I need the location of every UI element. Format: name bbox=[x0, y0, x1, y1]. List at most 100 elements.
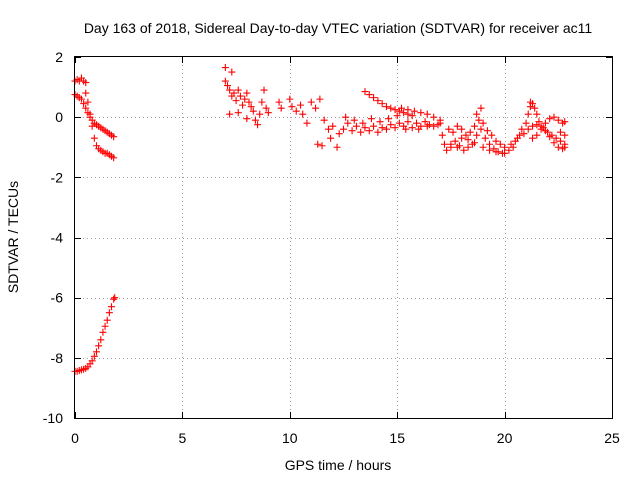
data-series bbox=[71, 64, 569, 375]
data-point bbox=[264, 109, 272, 117]
data-point bbox=[524, 125, 532, 133]
data-point bbox=[391, 106, 399, 114]
data-point bbox=[475, 116, 483, 124]
data-point bbox=[277, 104, 285, 112]
data-point bbox=[561, 118, 569, 126]
data-point bbox=[533, 121, 541, 129]
data-point bbox=[247, 103, 255, 111]
data-point bbox=[520, 130, 528, 138]
y-tick-label: -6 bbox=[51, 290, 64, 306]
y-axis-label: SDTVAR / TECUs bbox=[5, 181, 21, 293]
data-point bbox=[477, 125, 485, 133]
data-point bbox=[533, 110, 541, 118]
data-point bbox=[481, 134, 489, 142]
data-point bbox=[529, 122, 537, 130]
data-point bbox=[80, 100, 88, 108]
data-point bbox=[344, 119, 352, 127]
data-point bbox=[243, 115, 251, 123]
y-tick-label: -8 bbox=[51, 350, 64, 366]
data-point bbox=[464, 136, 472, 144]
data-point bbox=[226, 110, 234, 118]
data-point bbox=[492, 137, 500, 145]
data-point bbox=[408, 112, 416, 120]
data-point bbox=[518, 125, 526, 133]
data-point bbox=[370, 122, 378, 130]
data-point bbox=[471, 139, 479, 147]
data-point bbox=[443, 146, 451, 154]
data-point bbox=[488, 131, 496, 139]
data-point bbox=[357, 128, 365, 136]
data-point bbox=[329, 122, 337, 130]
data-point bbox=[275, 98, 283, 106]
data-point bbox=[391, 124, 399, 132]
data-point bbox=[299, 110, 307, 118]
data-point bbox=[552, 134, 560, 142]
x-tick-label: 0 bbox=[71, 430, 79, 446]
data-point bbox=[537, 125, 545, 133]
data-point bbox=[303, 119, 311, 127]
data-point bbox=[82, 79, 90, 87]
data-point bbox=[404, 106, 412, 114]
data-point bbox=[436, 116, 444, 124]
data-point bbox=[221, 64, 229, 72]
data-point bbox=[385, 115, 393, 123]
data-point bbox=[236, 92, 244, 100]
data-point bbox=[110, 133, 118, 141]
data-point bbox=[466, 128, 474, 136]
data-point bbox=[320, 116, 328, 124]
data-point bbox=[340, 125, 347, 133]
data-point bbox=[430, 122, 438, 130]
data-point bbox=[471, 122, 479, 130]
data-point bbox=[524, 110, 532, 118]
data-point bbox=[367, 115, 375, 123]
data-point bbox=[546, 115, 554, 123]
data-point bbox=[234, 86, 242, 94]
data-point bbox=[251, 116, 259, 124]
y-tick-label: -4 bbox=[51, 230, 64, 246]
data-point bbox=[541, 127, 549, 135]
x-tick-label: 10 bbox=[282, 430, 298, 446]
data-point bbox=[254, 121, 262, 129]
data-point bbox=[86, 110, 94, 118]
data-point bbox=[314, 140, 322, 148]
data-point bbox=[417, 109, 425, 117]
data-point bbox=[286, 95, 294, 103]
data-point bbox=[361, 88, 369, 96]
data-point bbox=[90, 134, 98, 142]
data-point bbox=[541, 119, 549, 127]
data-point bbox=[82, 89, 90, 97]
data-point bbox=[556, 137, 564, 145]
data-point bbox=[531, 104, 539, 112]
chart-title: Day 163 of 2018, Sidereal Day-to-day VTE… bbox=[84, 20, 593, 36]
data-point bbox=[110, 295, 118, 303]
x-axis-label: GPS time / hours bbox=[285, 457, 392, 473]
data-point bbox=[453, 143, 461, 151]
data-point bbox=[561, 143, 569, 151]
data-point bbox=[342, 113, 350, 121]
data-point bbox=[509, 143, 517, 151]
data-point bbox=[288, 103, 296, 111]
data-point bbox=[529, 134, 537, 142]
plot-frame bbox=[74, 56, 613, 419]
data-point bbox=[397, 104, 405, 112]
data-point bbox=[352, 122, 360, 130]
data-point bbox=[453, 122, 461, 130]
data-point bbox=[458, 125, 466, 133]
y-tick-label: 0 bbox=[55, 109, 63, 125]
data-point bbox=[438, 131, 446, 139]
data-point bbox=[404, 118, 412, 126]
data-point bbox=[462, 131, 470, 139]
data-point bbox=[546, 133, 554, 141]
data-point bbox=[101, 322, 109, 330]
data-point bbox=[318, 142, 326, 150]
data-point bbox=[335, 130, 343, 138]
data-point bbox=[458, 134, 466, 142]
data-point bbox=[464, 143, 472, 151]
data-point bbox=[97, 336, 105, 344]
data-point bbox=[486, 146, 494, 154]
data-point bbox=[297, 101, 305, 109]
data-point bbox=[245, 98, 253, 106]
x-tick-label: 20 bbox=[497, 430, 513, 446]
